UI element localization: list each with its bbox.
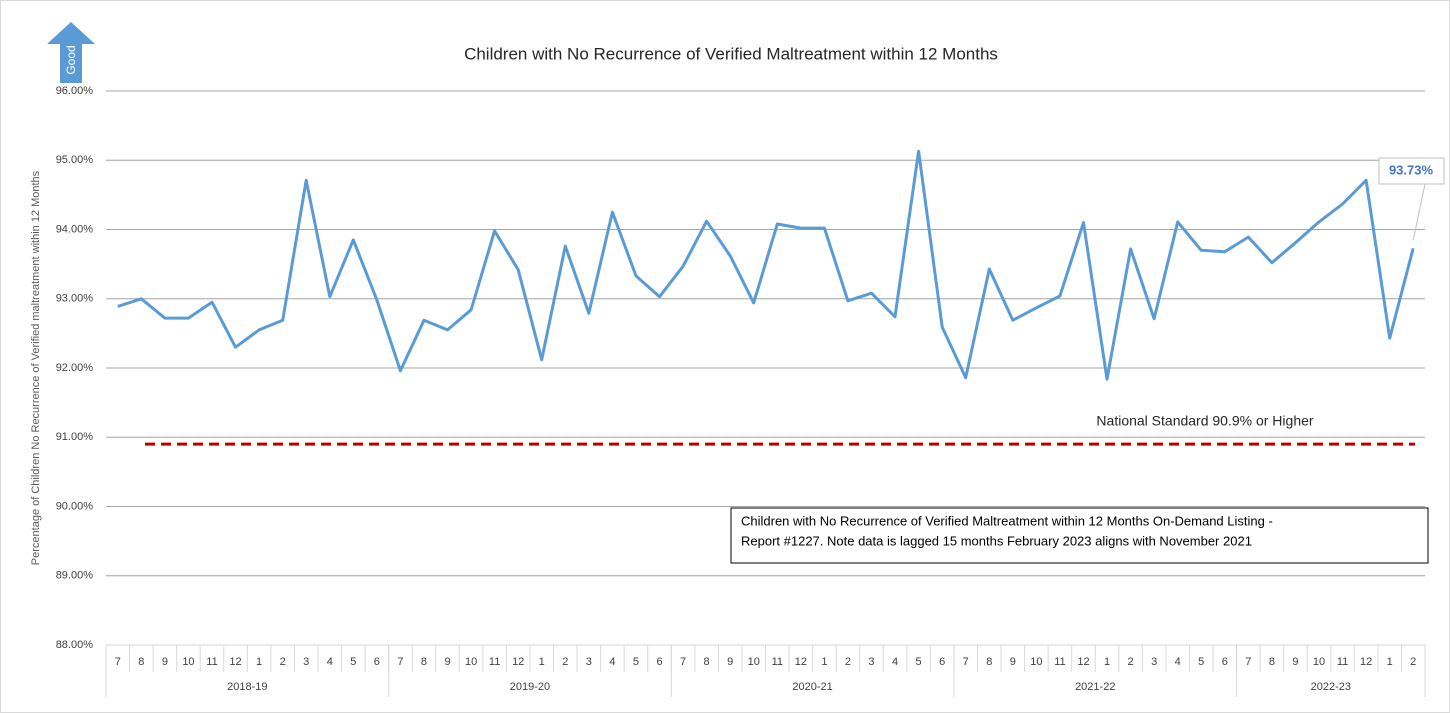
x-tick-label: 10 [182,656,194,668]
x-tick-label: 1 [1104,656,1110,668]
x-tick-label: 12 [795,656,807,668]
y-tick-label: 94.00% [56,223,94,235]
x-tick-label: 2 [562,656,568,668]
x-tick-label: 6 [1222,656,1228,668]
x-tick-label: 9 [1010,656,1016,668]
y-tick-label: 96.00% [56,85,94,97]
x-tick-label: 8 [421,656,427,668]
x-tick-label: 8 [1269,656,1275,668]
x-tick-label: 9 [162,656,168,668]
x-tick-label: 11 [1337,656,1348,668]
x-tick-label: 7 [397,656,403,668]
x-tick-label: 12 [512,656,524,668]
x-tick-label: 12 [229,656,241,668]
value-label: 93.73% [1389,162,1434,177]
x-tick-label: 3 [1151,656,1157,668]
x-tick-label: 3 [868,656,874,668]
x-tick-label: 7 [680,656,686,668]
x-tick-label: 11 [489,656,500,668]
group-label: 2019-20 [510,681,550,693]
x-tick-label: 11 [1054,656,1065,668]
x-tick-label: 1 [256,656,262,668]
y-tick-label: 91.00% [56,431,94,443]
x-tick-label: 4 [892,656,898,668]
x-tick-label: 5 [633,656,639,668]
x-tick-label: 4 [609,656,615,668]
group-label: 2022-23 [1311,681,1351,693]
x-tick-label: 3 [586,656,592,668]
x-tick-label: 10 [1030,656,1042,668]
x-tick-label: 2 [1410,656,1416,668]
x-tick-label: 9 [727,656,733,668]
x-tick-label: 9 [1292,656,1298,668]
x-tick-label: 12 [1360,656,1372,668]
note-text: Children with No Recurrence of Verified … [741,513,1273,528]
x-tick-label: 8 [138,656,144,668]
badge: Good [64,45,78,74]
x-tick-label: 5 [1198,656,1204,668]
x-tick-label: 1 [1387,656,1393,668]
x-tick-label: 8 [986,656,992,668]
x-tick-label: 2 [845,656,851,668]
x-tick-label: 11 [206,656,217,668]
y-tick-label: 93.00% [56,293,94,305]
y-tick-label: 92.00% [56,362,94,374]
y-axis-title: Percentage of Children No Recurrence of … [30,170,42,565]
x-tick-label: 7 [1245,656,1251,668]
y-tick-label: 90.00% [56,500,94,512]
x-tick-label: 12 [1077,656,1089,668]
reference-label: National Standard 90.9% or Higher [1096,413,1313,429]
x-tick-label: 5 [916,656,922,668]
x-tick-label: 9 [444,656,450,668]
x-tick-label: 10 [748,656,760,668]
chart-title: Children with No Recurrence of Verified … [464,44,998,63]
x-tick-label: 6 [374,656,380,668]
note-box [730,507,1429,564]
x-tick-label: 1 [821,656,827,668]
series-line [117,149,1415,381]
group-label: 2018-19 [227,681,267,693]
group-label: 2020-21 [792,681,832,693]
good-arrow [47,22,95,83]
x-tick-label: 2 [1128,656,1134,668]
x-tick-label: 7 [115,656,121,668]
x-tick-label: 10 [465,656,477,668]
x-tick-label: 1 [539,656,545,668]
y-tick-label: 88.00% [56,639,94,651]
x-tick-label: 2 [280,656,286,668]
group-label: 2021-22 [1075,681,1115,693]
y-tick-label: 89.00% [56,570,94,582]
x-tick-label: 7 [963,656,969,668]
x-tick-label: 11 [772,656,783,668]
x-tick-label: 3 [303,656,309,668]
y-tick-label: 95.00% [56,154,94,166]
value-label-box [1378,157,1445,185]
x-tick-label: 4 [327,656,333,668]
x-tick-label: 10 [1313,656,1325,668]
note-text: Report #1227. Note data is lagged 15 mon… [741,533,1252,548]
x-tick-label: 5 [350,656,356,668]
x-tick-label: 4 [1175,656,1181,668]
x-tick-label: 6 [656,656,662,668]
x-tick-label: 6 [939,656,945,668]
x-tick-label: 8 [704,656,710,668]
label-leader [1412,183,1426,241]
